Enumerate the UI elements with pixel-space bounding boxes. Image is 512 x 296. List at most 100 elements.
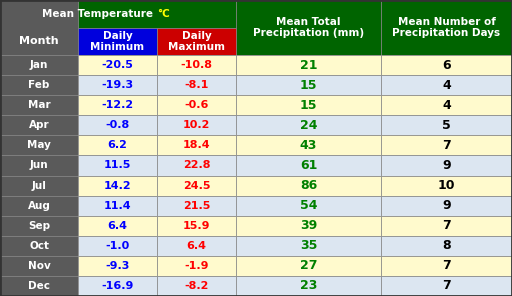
Bar (78, 115, 157, 135)
Bar (0, 135, 78, 155)
Text: 18.4: 18.4 (183, 140, 210, 150)
Text: Mean Temperature: Mean Temperature (42, 9, 157, 19)
Text: 9: 9 (442, 159, 451, 172)
Text: Mar: Mar (28, 100, 50, 110)
Text: 5: 5 (442, 119, 451, 132)
Bar (236, 95, 381, 115)
Text: -10.8: -10.8 (181, 60, 212, 70)
Text: Oct: Oct (29, 241, 49, 251)
Bar (381, 95, 512, 115)
Bar (157, 276, 236, 296)
Bar (236, 176, 381, 196)
Bar (381, 135, 512, 155)
Bar (381, 216, 512, 236)
Bar (157, 256, 236, 276)
Text: Month: Month (19, 36, 59, 46)
Bar (236, 276, 381, 296)
Text: -0.8: -0.8 (105, 120, 130, 130)
Text: May: May (27, 140, 51, 150)
Text: 39: 39 (300, 219, 317, 232)
Bar (381, 236, 512, 256)
Text: Nov: Nov (28, 261, 50, 271)
Text: 6.4: 6.4 (108, 221, 127, 231)
Text: -0.6: -0.6 (184, 100, 209, 110)
Bar (78, 155, 157, 176)
Bar (157, 236, 236, 256)
Text: 11.5: 11.5 (104, 160, 131, 170)
Bar (0, 236, 78, 256)
Bar (381, 276, 512, 296)
Text: -16.9: -16.9 (101, 281, 134, 291)
Text: 24.5: 24.5 (183, 181, 210, 191)
Text: 11.4: 11.4 (104, 201, 131, 211)
Text: 6: 6 (442, 59, 451, 72)
Bar (381, 0, 512, 55)
Bar (78, 135, 157, 155)
Bar (157, 216, 236, 236)
Bar (236, 0, 381, 55)
Text: 27: 27 (300, 259, 317, 272)
Text: 43: 43 (300, 139, 317, 152)
Bar (0, 276, 78, 296)
Text: Jul: Jul (32, 181, 47, 191)
Bar (78, 0, 236, 28)
Bar (157, 75, 236, 95)
Bar (157, 55, 236, 75)
Bar (78, 75, 157, 95)
Bar (0, 75, 78, 95)
Bar (78, 176, 157, 196)
Text: 23: 23 (300, 279, 317, 292)
Text: 61: 61 (300, 159, 317, 172)
Bar (0, 196, 78, 216)
Text: 21: 21 (300, 59, 317, 72)
Text: °C: °C (157, 9, 170, 19)
Text: -20.5: -20.5 (101, 60, 134, 70)
Text: 4: 4 (442, 99, 451, 112)
Text: Jun: Jun (30, 160, 48, 170)
Bar (78, 55, 157, 75)
Bar (236, 75, 381, 95)
Bar (78, 28, 157, 55)
Text: -1.0: -1.0 (105, 241, 130, 251)
Text: 4: 4 (442, 79, 451, 92)
Bar (0, 115, 78, 135)
Bar (78, 256, 157, 276)
Bar (0, 55, 78, 75)
Text: 21.5: 21.5 (183, 201, 210, 211)
Text: -8.2: -8.2 (184, 281, 209, 291)
Bar (0, 176, 78, 196)
Bar (0, 0, 78, 55)
Bar (236, 55, 381, 75)
Bar (381, 155, 512, 176)
Text: 7: 7 (442, 279, 451, 292)
Bar (78, 95, 157, 115)
Bar (78, 216, 157, 236)
Text: -8.1: -8.1 (184, 80, 209, 90)
Bar (157, 135, 236, 155)
Text: 10.2: 10.2 (183, 120, 210, 130)
Text: Sep: Sep (28, 221, 50, 231)
Bar (0, 216, 78, 236)
Text: Daily
Minimum: Daily Minimum (91, 31, 144, 52)
Bar (157, 196, 236, 216)
Bar (0, 256, 78, 276)
Text: 7: 7 (442, 259, 451, 272)
Bar (236, 256, 381, 276)
Text: 6.4: 6.4 (186, 241, 206, 251)
Bar (236, 135, 381, 155)
Bar (157, 155, 236, 176)
Text: Apr: Apr (29, 120, 49, 130)
Bar (78, 196, 157, 216)
Bar (157, 95, 236, 115)
Text: 15: 15 (300, 99, 317, 112)
Text: 15.9: 15.9 (183, 221, 210, 231)
Text: 15: 15 (300, 79, 317, 92)
Text: Dec: Dec (28, 281, 50, 291)
Text: 6.2: 6.2 (108, 140, 127, 150)
Text: 35: 35 (300, 239, 317, 252)
Bar (381, 256, 512, 276)
Bar (236, 236, 381, 256)
Text: 7: 7 (442, 139, 451, 152)
Text: -9.3: -9.3 (105, 261, 130, 271)
Text: -12.2: -12.2 (101, 100, 134, 110)
